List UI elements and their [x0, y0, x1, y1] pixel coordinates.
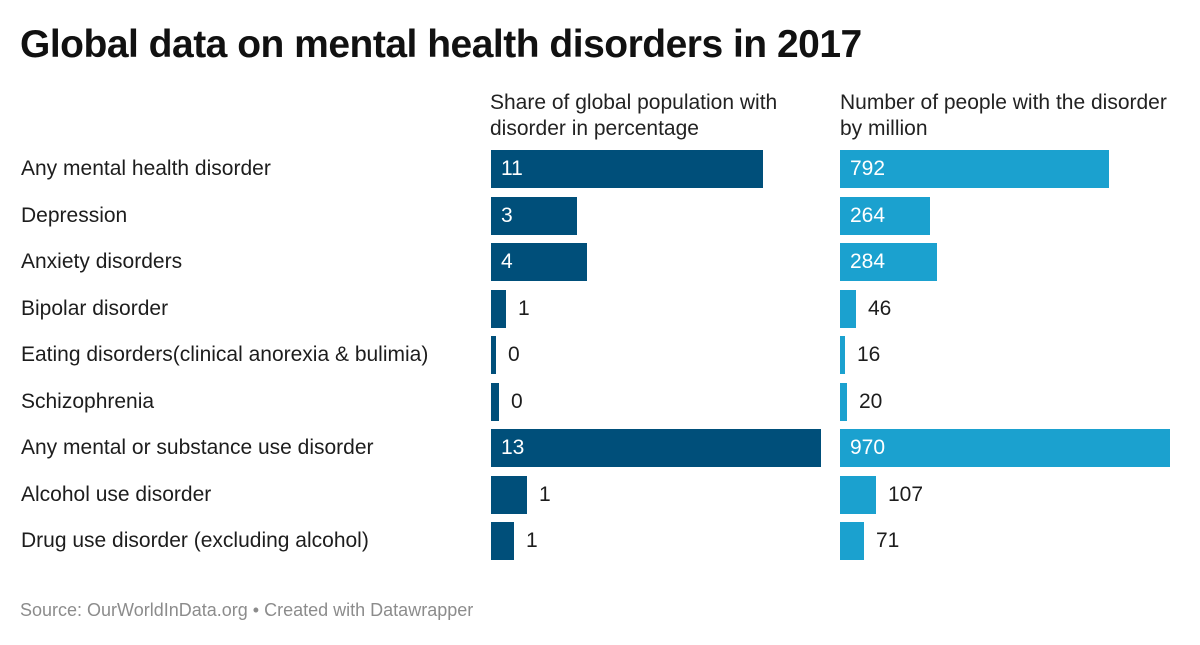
share-bar [491, 336, 496, 374]
row-label: Any mental health disorder [21, 157, 271, 180]
share-value-label: 1 [518, 296, 530, 320]
count-value-label: 71 [876, 529, 900, 552]
count-bar [840, 382, 847, 421]
count-value-label: 46 [868, 296, 892, 320]
count-bar [840, 522, 864, 560]
count-bar [840, 289, 856, 328]
share-bar [491, 382, 499, 421]
share-value-label: 0 [508, 343, 520, 366]
row-label: Alcohol use disorder [21, 482, 212, 506]
chart-title: Global data on mental health disorders i… [20, 23, 862, 66]
row-label: Eating disorders(clinical anorexia & bul… [21, 343, 429, 366]
count-value-label: 792 [850, 157, 886, 180]
share-value-label: 3 [501, 203, 513, 227]
count-value-label: 970 [850, 436, 886, 459]
share-value-label: 1 [539, 482, 551, 506]
count-bar [840, 196, 930, 235]
source-separator: • [252, 600, 260, 620]
share-bar [491, 150, 763, 188]
count-bar [840, 150, 1109, 188]
created-with-text: Created with Datawrapper [264, 600, 474, 620]
count-value-label: 20 [859, 389, 883, 413]
share-value-label: 13 [501, 436, 525, 459]
row-label: Any mental or substance use disorder [21, 436, 374, 459]
count-column-header: Number of people with the disorder by mi… [840, 91, 1167, 140]
count-value-label: 107 [888, 482, 924, 506]
source-text: Source: OurWorldInData.org [20, 600, 248, 620]
count-bar [840, 336, 845, 374]
row-label: Anxiety disorders [21, 250, 183, 273]
count-bar [840, 475, 876, 514]
share-bar [491, 289, 506, 328]
share-bar [491, 196, 577, 235]
source-note: Source: OurWorldInData.org • Created wit… [20, 600, 473, 621]
row-label: Bipolar disorder [21, 296, 169, 320]
share-value-label: 0 [511, 389, 523, 413]
share-value-label: 4 [501, 250, 513, 273]
count-bar [840, 429, 1170, 467]
count-bar [840, 243, 937, 281]
row-label: Drug use disorder (excluding alcohol) [21, 529, 369, 552]
share-bar [491, 243, 587, 281]
count-value-label: 264 [850, 203, 886, 227]
share-value-label: 1 [526, 529, 538, 552]
share-bar [491, 475, 527, 514]
share-value-label: 11 [501, 157, 523, 180]
share-bar [491, 429, 821, 467]
share-bar [491, 522, 514, 560]
row-label: Depression [21, 203, 128, 227]
count-value-label: 16 [857, 343, 881, 366]
count-value-label: 284 [850, 250, 886, 273]
row-label: Schizophrenia [21, 389, 155, 413]
share-column-header: Share of global population with disorder… [490, 91, 778, 140]
